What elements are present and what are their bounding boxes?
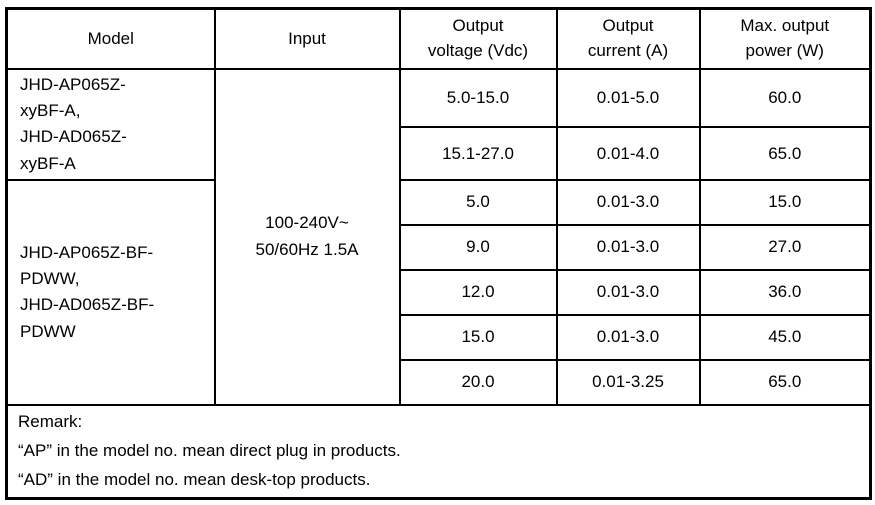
- header-current-line1: Output: [602, 16, 654, 36]
- header-power-line1: Max. output: [740, 16, 830, 36]
- model-line: JHD-AP065Z-BF-: [20, 242, 154, 262]
- current-cell: 0.01-3.0: [555, 223, 701, 271]
- table-row: 9.0 0.01-3.0 27.0: [7, 223, 872, 271]
- remark-line-ad: “AD” in the model no. mean desk-top prod…: [18, 469, 371, 489]
- model-line: xyBF-A,: [20, 100, 81, 120]
- voltage-cell: 5.0: [398, 178, 558, 226]
- power-cell: 65.0: [698, 126, 872, 181]
- table-row: 15.1-27.0 0.01-4.0 65.0: [7, 126, 872, 181]
- input-cell: 100-240V~ 50/60Hz 1.5A: [213, 67, 401, 406]
- model-line: xyBF-A: [20, 153, 76, 173]
- current-cell: 0.01-3.0: [555, 268, 701, 316]
- input-line: 100-240V~: [265, 213, 349, 233]
- col-header-output-current: Output current (A): [555, 7, 701, 70]
- model-line: JHD-AD065Z-BF-: [20, 295, 155, 315]
- voltage-cell: 15.0: [398, 313, 558, 361]
- remark-label: Remark:: [18, 411, 83, 431]
- col-header-input: Input: [213, 7, 401, 70]
- header-voltage-line2: voltage (Vdc): [427, 40, 529, 60]
- current-cell: 0.01-5.0: [555, 67, 701, 129]
- power-cell: 65.0: [698, 358, 872, 406]
- table-header-row: Model Input Output voltage (Vdc) Output …: [5, 7, 872, 70]
- model-line: JHD-AD065Z-: [20, 127, 127, 147]
- table-row: 20.0 0.01-3.25 65.0: [7, 358, 872, 406]
- voltage-cell: 15.1-27.0: [398, 126, 558, 181]
- power-spec-table: Model Input Output voltage (Vdc) Output …: [5, 7, 872, 500]
- col-header-model: Model: [5, 7, 216, 70]
- power-cell: 15.0: [698, 178, 872, 226]
- model-line: PDWW,: [20, 269, 80, 289]
- power-cell: 45.0: [698, 313, 872, 361]
- current-cell: 0.01-4.0: [555, 126, 701, 181]
- table-row: JHD-AP065Z-BF- PDWW, JHD-AD065Z-BF- PDWW…: [5, 178, 872, 406]
- remark-row: Remark: “AP” in the model no. mean direc…: [5, 403, 872, 500]
- voltage-cell: 12.0: [398, 268, 558, 316]
- current-cell: 0.01-3.25: [555, 358, 701, 406]
- model-line: PDWW: [20, 321, 76, 341]
- col-header-max-output-power: Max. output power (W): [698, 7, 872, 70]
- current-cell: 0.01-3.0: [555, 313, 701, 361]
- voltage-cell: 9.0: [398, 223, 558, 271]
- model-group-2-cell: JHD-AP065Z-BF- PDWW, JHD-AD065Z-BF- PDWW: [5, 178, 216, 406]
- voltage-cell: 5.0-15.0: [398, 67, 558, 129]
- model-group-1-cell: JHD-AP065Z- xyBF-A, JHD-AD065Z- xyBF-A: [5, 67, 216, 181]
- remark-cell: Remark: “AP” in the model no. mean direc…: [5, 403, 872, 500]
- power-cell: 27.0: [698, 223, 872, 271]
- power-cell: 60.0: [698, 67, 872, 129]
- header-current-line2: current (A): [587, 40, 669, 60]
- header-voltage-line1: Output: [452, 16, 504, 36]
- input-line: 50/60Hz 1.5A: [255, 239, 359, 259]
- voltage-cell: 20.0: [398, 358, 558, 406]
- col-header-output-voltage: Output voltage (Vdc): [398, 7, 558, 70]
- table-row: JHD-AP065Z- xyBF-A, JHD-AD065Z- xyBF-A 1…: [5, 67, 872, 406]
- table-row: 15.0 0.01-3.0 45.0: [7, 313, 872, 361]
- header-power-line2: power (W): [745, 40, 824, 60]
- current-cell: 0.01-3.0: [555, 178, 701, 226]
- power-cell: 36.0: [698, 268, 872, 316]
- table-row: 12.0 0.01-3.0 36.0: [7, 268, 872, 316]
- model-line: JHD-AP065Z-: [20, 74, 126, 94]
- remark-line-ap: “AP” in the model no. mean direct plug i…: [18, 440, 401, 460]
